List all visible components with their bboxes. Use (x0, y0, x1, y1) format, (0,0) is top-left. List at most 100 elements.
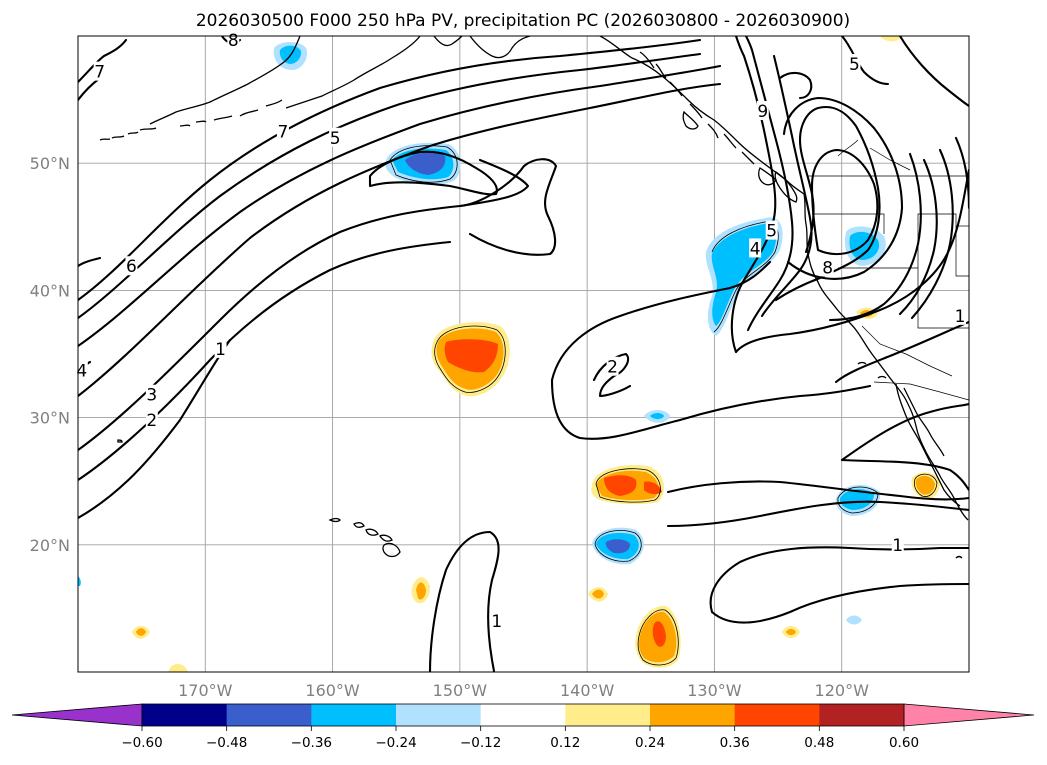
pv-contour-label: 1 (215, 340, 226, 360)
pv-contour-label: 5 (330, 129, 341, 149)
pv-contour-label: 7 (94, 63, 105, 83)
precip-negative-area (405, 152, 446, 175)
colorbar-bin (734, 704, 820, 726)
pv-contour-line (840, 458, 969, 492)
colorbar-tick-label: −0.60 (121, 735, 162, 751)
pv-contour-line (778, 71, 813, 100)
latitude-tick-label: 20°N (30, 536, 70, 555)
pv-contour-line (834, 320, 969, 384)
pv-label-halo (214, 338, 227, 358)
precip-contour-line (595, 468, 661, 503)
pv-label-halo (891, 534, 904, 554)
colorbar-bin (650, 704, 736, 726)
precip-positive-area (604, 475, 637, 496)
pv-contour-line (550, 378, 872, 440)
pv-label-halo (93, 61, 106, 81)
precip-positive-area (168, 663, 188, 672)
pv-contour-line (734, 168, 969, 354)
pv-label-halo (276, 121, 289, 141)
coastline (469, 36, 531, 59)
precip-positive-area (136, 628, 146, 636)
island (877, 375, 887, 379)
precip-negative-area (846, 615, 862, 625)
pv-contour-line (710, 582, 969, 624)
precip-negative-area (605, 539, 630, 554)
longitude-tick-label: 120°W (815, 681, 870, 700)
pv-label-halo (606, 356, 619, 376)
coastline (682, 110, 699, 130)
pv-label-halo (125, 256, 138, 276)
latitude-tick-label: 50°N (30, 154, 70, 173)
pv-contour-line (78, 256, 102, 268)
border-line (837, 139, 859, 157)
pv-contour-label: 4 (76, 362, 87, 382)
pv-label-halo (227, 29, 240, 49)
precip-contour-line (711, 221, 779, 333)
precip-contour-line (637, 609, 679, 666)
coastline (774, 171, 798, 203)
island (382, 542, 401, 558)
precip-positive-area (786, 629, 796, 635)
colorbar-tick-label: −0.48 (206, 735, 247, 751)
pv-contour-line (760, 54, 813, 318)
precip-contour-line (594, 530, 642, 562)
colorbar-tick-label: 0.12 (550, 735, 580, 751)
colorbar-tick-label: 0.48 (804, 735, 834, 751)
colorbar-bin (565, 704, 651, 726)
precip-negative-area (839, 489, 874, 510)
longitude-tick-labels: 170°W 160°W 150°W 140°W 130°W 120°W (178, 681, 869, 700)
precip-contour-line (434, 325, 506, 393)
colorbar-bin (311, 704, 397, 726)
pv-contour-label: 6 (126, 257, 137, 277)
border-line (861, 325, 953, 377)
border-line (838, 267, 969, 329)
pv-label-halo (490, 611, 503, 631)
pv-contour-label: 1 (955, 307, 966, 327)
coastline (707, 123, 755, 165)
colorbar-outline (141, 703, 905, 727)
pv-contour-line (744, 36, 794, 332)
pv-contour-line (709, 546, 969, 614)
latitude-tick-label: 30°N (30, 409, 70, 428)
coastline (99, 127, 157, 141)
colorbar-tick-label: −0.24 (375, 735, 416, 751)
pv-contour-label: 3 (146, 386, 157, 406)
coastline (213, 99, 283, 121)
colorbar-tick-label: −0.12 (460, 735, 501, 751)
pv-contour-line (840, 36, 890, 86)
colorbar-bin (226, 704, 312, 726)
precip-contour-line (914, 473, 938, 497)
coastline (433, 36, 463, 47)
latitude-tick-label: 40°N (30, 281, 70, 300)
pv-contour-line (78, 38, 128, 84)
coastline (639, 51, 703, 119)
border-line (812, 213, 885, 234)
island (353, 522, 365, 528)
colorbar-under-extension (11, 703, 143, 727)
pv-contour-line (78, 52, 702, 320)
pv-contour-line (428, 530, 500, 672)
precip-positive-area (444, 339, 498, 373)
coastline (903, 387, 945, 457)
island (857, 361, 867, 365)
pv-contour-line (840, 402, 969, 462)
pv-contour-label: 1 (491, 612, 502, 632)
pv-label-halo (145, 384, 158, 404)
figure-title: 2026030500 F000 250 hPa PV, precipitatio… (196, 11, 850, 31)
island (379, 534, 393, 542)
pv-contour-line (666, 480, 969, 501)
island (117, 439, 123, 443)
pv-contour-label: 2 (607, 358, 618, 378)
precip-contour-line (389, 145, 458, 183)
pv-contour-line (774, 106, 881, 302)
pv-label-halo (749, 238, 762, 258)
pv-label-halo (145, 410, 158, 430)
pv-contour-line (78, 240, 452, 482)
pv-contour-line (368, 150, 498, 196)
coastline (149, 36, 301, 125)
precip-positive-area (592, 589, 604, 599)
precip-negative-area (650, 413, 664, 419)
pv-contour-label: 7 (278, 122, 289, 142)
